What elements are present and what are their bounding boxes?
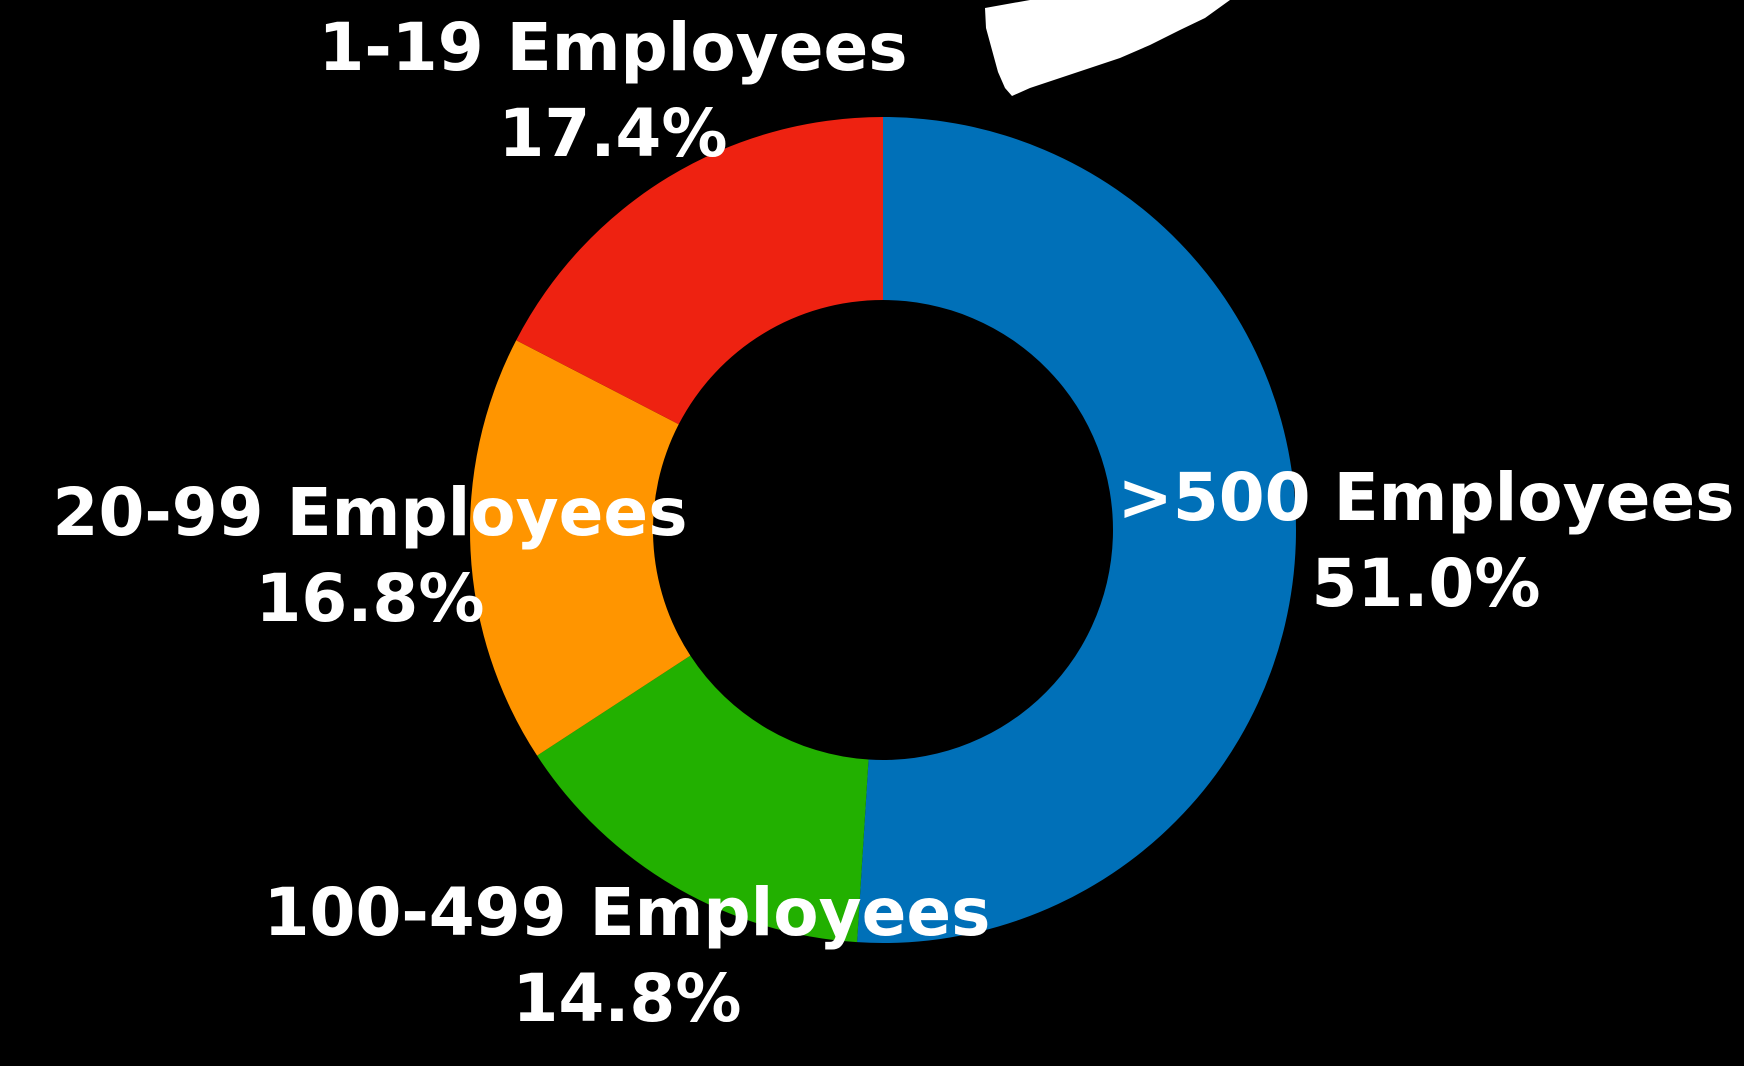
slice-20-99 <box>469 340 691 756</box>
slice-value-label: 51.0% <box>1311 544 1541 622</box>
slice-category-label: 20-99 Employees <box>52 474 688 551</box>
donut-slices <box>469 117 1296 943</box>
slice-100-499 <box>537 655 869 943</box>
slice-label-20-99: 20-99 Employees 16.8% <box>53 470 688 642</box>
slice-label-1-19: 1-19 Employees 17.4% <box>318 5 907 177</box>
slice-label-100-499: 100-499 Employees 14.8% <box>264 870 991 1042</box>
slice-label-500-plus: >500 Employees 51.0% <box>1118 455 1735 627</box>
slice-value-label: 16.8% <box>255 559 485 637</box>
slice-500-plus <box>857 117 1296 943</box>
slice-category-label: 1-19 Employees <box>318 9 908 86</box>
slice-value-label: 14.8% <box>512 959 742 1037</box>
slice-category-label: 100-499 Employees <box>263 874 991 951</box>
slice-value-label: 17.4% <box>498 94 728 172</box>
slice-1-19 <box>516 117 883 425</box>
decorative-scribble <box>985 0 1230 96</box>
slice-category-label: >500 Employees <box>1117 459 1735 536</box>
